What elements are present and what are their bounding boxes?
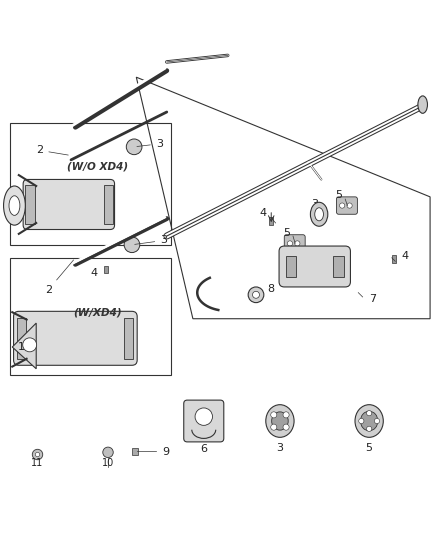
- Text: 3: 3: [137, 139, 163, 149]
- FancyBboxPatch shape: [279, 246, 350, 287]
- Text: 5: 5: [335, 190, 342, 200]
- Text: 6: 6: [200, 445, 207, 454]
- FancyBboxPatch shape: [333, 256, 344, 277]
- Text: 8: 8: [267, 284, 274, 294]
- Polygon shape: [12, 323, 36, 369]
- Ellipse shape: [360, 411, 378, 431]
- FancyBboxPatch shape: [131, 448, 138, 455]
- FancyBboxPatch shape: [286, 256, 296, 277]
- Ellipse shape: [9, 196, 20, 215]
- Ellipse shape: [418, 96, 427, 114]
- Circle shape: [126, 139, 142, 155]
- Text: 3: 3: [135, 236, 167, 245]
- FancyBboxPatch shape: [269, 217, 273, 225]
- FancyBboxPatch shape: [184, 400, 224, 442]
- Circle shape: [248, 287, 264, 303]
- Circle shape: [32, 449, 43, 460]
- Ellipse shape: [4, 186, 25, 225]
- Circle shape: [367, 410, 372, 416]
- Text: 3: 3: [311, 199, 318, 209]
- FancyBboxPatch shape: [336, 197, 357, 214]
- Text: 4: 4: [90, 269, 97, 278]
- Circle shape: [359, 418, 364, 424]
- Circle shape: [124, 237, 140, 253]
- Text: 1: 1: [18, 342, 25, 352]
- FancyBboxPatch shape: [25, 184, 35, 224]
- FancyBboxPatch shape: [124, 318, 133, 359]
- Ellipse shape: [266, 405, 294, 437]
- FancyBboxPatch shape: [23, 180, 115, 230]
- Text: 2: 2: [45, 260, 74, 295]
- Text: 4: 4: [402, 251, 409, 261]
- Circle shape: [283, 424, 289, 430]
- Text: 4: 4: [259, 208, 266, 219]
- Ellipse shape: [41, 184, 93, 219]
- Circle shape: [103, 447, 113, 457]
- Circle shape: [271, 424, 277, 430]
- Ellipse shape: [355, 405, 383, 437]
- FancyBboxPatch shape: [14, 311, 137, 365]
- Circle shape: [35, 453, 40, 457]
- Text: (W/O XD4): (W/O XD4): [67, 161, 128, 172]
- Text: (W/XD4): (W/XD4): [73, 307, 121, 317]
- Ellipse shape: [311, 203, 328, 226]
- Text: 7: 7: [369, 294, 376, 304]
- Circle shape: [271, 412, 277, 418]
- Text: 10: 10: [102, 458, 114, 468]
- Text: 9: 9: [162, 447, 170, 457]
- Circle shape: [374, 418, 380, 424]
- FancyBboxPatch shape: [104, 265, 108, 273]
- Circle shape: [287, 241, 293, 246]
- Text: 3: 3: [276, 443, 283, 453]
- Text: 11: 11: [32, 458, 44, 468]
- Text: 2: 2: [36, 146, 68, 155]
- Circle shape: [253, 292, 259, 298]
- Text: 5: 5: [283, 228, 290, 238]
- FancyBboxPatch shape: [18, 318, 26, 359]
- Circle shape: [23, 338, 37, 352]
- Text: 5: 5: [366, 443, 373, 453]
- Circle shape: [283, 412, 289, 418]
- FancyBboxPatch shape: [284, 235, 305, 252]
- Circle shape: [339, 203, 345, 208]
- FancyBboxPatch shape: [104, 184, 113, 224]
- Circle shape: [367, 426, 372, 431]
- FancyBboxPatch shape: [392, 255, 396, 263]
- Circle shape: [295, 241, 300, 246]
- Circle shape: [347, 203, 352, 208]
- Ellipse shape: [315, 208, 323, 221]
- Circle shape: [195, 408, 212, 425]
- Ellipse shape: [272, 412, 288, 430]
